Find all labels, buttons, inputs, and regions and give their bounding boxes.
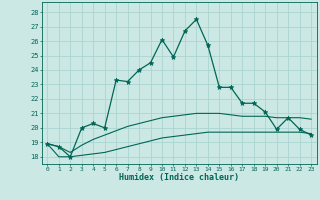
X-axis label: Humidex (Indice chaleur): Humidex (Indice chaleur): [119, 173, 239, 182]
